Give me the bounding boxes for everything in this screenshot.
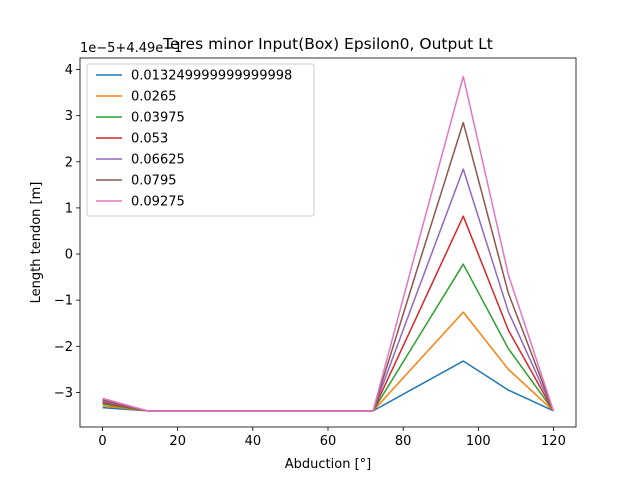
- legend-label: 0.053: [131, 132, 168, 147]
- legend-box: [86, 63, 315, 217]
- y-tick-label: −1: [54, 294, 73, 309]
- legend-label: 0.0795: [131, 174, 177, 189]
- x-tick-label: 100: [466, 434, 491, 449]
- y-axis-label: Length tendon [m]: [29, 182, 44, 304]
- legend-label: 0.06625: [131, 153, 185, 168]
- y-tick-label: 0: [65, 248, 73, 263]
- chart-title: Teres minor Input(Box) Epsilon0, Output …: [162, 35, 493, 53]
- y-tick-label: 4: [65, 63, 73, 78]
- x-tick-label: 40: [245, 434, 262, 449]
- x-tick-label: 20: [169, 434, 186, 449]
- y-tick-label: 2: [65, 155, 73, 170]
- series-line-7: [102, 75, 555, 412]
- legend-label: 0.03975: [131, 111, 185, 126]
- x-axis-ticks: 0 20 40 60 80 100 120: [98, 427, 566, 449]
- legend-label: 0.0265: [131, 90, 177, 105]
- y-axis-ticks: −3 −2 −1 0 1 2 3 4: [54, 63, 80, 401]
- x-tick-label: 120: [541, 434, 566, 449]
- y-tick-label: −3: [54, 386, 73, 401]
- x-axis-label: Abduction [°]: [285, 457, 371, 472]
- x-tick-label: 0: [98, 434, 106, 449]
- legend-label: 0.013249999999999998: [131, 69, 292, 84]
- x-tick-label: 60: [320, 434, 337, 449]
- series-layer: [102, 75, 555, 412]
- legend: 0.013249999999999998 0.0265 0.03975 0.053 0.…: [86, 63, 315, 217]
- x-tick-label: 80: [395, 434, 412, 449]
- y-tick-label: 3: [65, 109, 73, 124]
- y-axis-offset-label: 1e−5+4.49e−1: [80, 41, 182, 56]
- y-tick-label: −2: [54, 340, 73, 355]
- legend-label: 0.09275: [131, 195, 185, 210]
- y-tick-label: 1: [65, 201, 73, 216]
- legend-items: 0.013249999999999998 0.0265 0.03975 0.053 0.…: [96, 69, 292, 210]
